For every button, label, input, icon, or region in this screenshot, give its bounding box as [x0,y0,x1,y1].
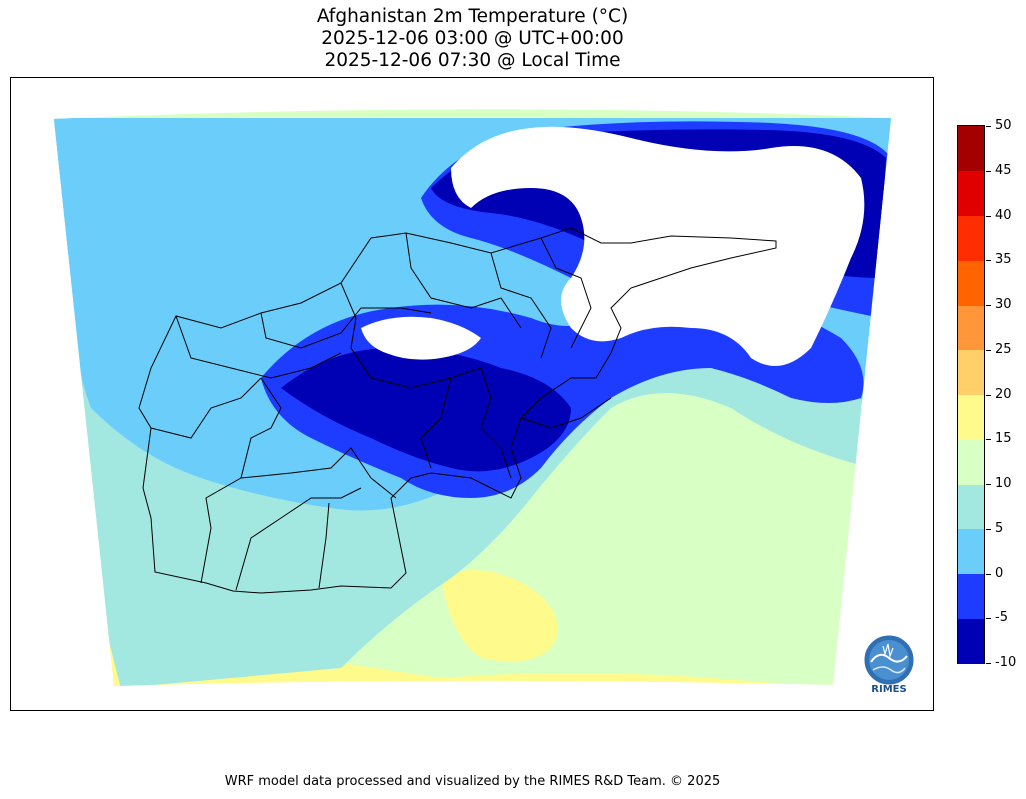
colorbar-tick [986,305,991,306]
colorbar-tick [986,260,991,262]
province-line [540,237,592,349]
colorbar-band [958,439,984,485]
colorbar-tick-label: 0 [995,565,1004,581]
rimes-globe-icon [861,632,917,688]
colorbar-band [958,528,984,574]
province-line [520,397,612,429]
band-15-20-plume [441,570,558,662]
rimes-logo-text: RIMES [871,684,907,695]
colorbar-tick [986,126,991,127]
colorbar-tick-label: 40 [995,207,1012,223]
colorbar-tick-label: 25 [995,341,1012,357]
colorbar [957,125,985,664]
rimes-logo: RIMES [855,632,923,698]
colorbar-tick [986,618,991,620]
province-line [405,232,522,329]
colorbar-band [958,484,984,530]
colorbar-tick-label: 30 [995,297,1012,312]
province-line [175,315,342,379]
province-line [235,487,362,591]
colorbar-band [958,305,984,351]
colorbar-tick-label: 10 [995,476,1012,491]
colorbar-tick-label: -5 [995,610,1008,626]
colorbar-band [958,394,984,440]
colorbar-band [958,170,984,216]
colorbar-tick [986,394,991,396]
province-line [480,367,512,479]
colorbar-tick [986,573,991,575]
map-title: Afghanistan 2m Temperature (°C) 2025-12-… [10,6,935,72]
colorbar-tick [986,528,991,530]
title-line-variable: Afghanistan 2m Temperature (°C) [316,6,629,27]
colorbar-tick-label: 5 [995,520,1004,536]
colorbar-tick-label: 20 [995,386,1012,402]
province-line [240,377,282,479]
colorbar-tick [986,170,991,172]
colorbar-tick-label: 15 [995,431,1012,447]
map-panel [10,77,934,711]
province-line [150,377,262,439]
colorbar-tick-label: 35 [995,252,1012,268]
colorbar-tick [986,663,991,664]
admin-boundaries [138,227,777,594]
province-line [200,447,397,584]
missing-data-region [451,126,865,366]
country-border [138,227,777,594]
province-line [318,502,330,589]
band-neg10-neg5-core [281,348,571,472]
province-line [260,307,432,349]
title-line-local-time: 2025-12-06 07:30 @ Local Time [324,50,621,71]
colorbar-tick [986,349,991,351]
band-0-5-north [54,118,431,278]
title-line-utc-time: 2025-12-06 03:00 @ UTC+00:00 [321,28,624,49]
province-line [490,252,552,359]
colorbar-band [958,618,984,664]
footer-credit: WRF model data processed and visualized … [224,774,721,789]
colorbar-band [958,573,984,619]
colorbar-tick-label: 50 [995,118,1012,133]
province-line [420,377,452,469]
colorbar-band [958,215,984,261]
missing-data-corridor [361,316,481,360]
colorbar-tick [986,215,991,217]
colorbar-tick [986,484,991,485]
colorbar-band [958,260,984,306]
colorbar-band [958,126,984,172]
colorbar-tick [986,439,991,441]
temperature-map [54,109,891,687]
colorbar-tick-label: 45 [995,162,1012,178]
colorbar-tick-label: -10 [995,655,1017,670]
colorbar-band [958,349,984,395]
